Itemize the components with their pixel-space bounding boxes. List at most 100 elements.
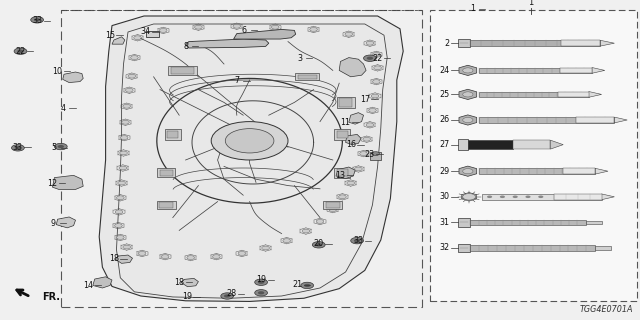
Circle shape <box>123 245 131 249</box>
Polygon shape <box>99 16 403 301</box>
Circle shape <box>463 169 473 174</box>
Bar <box>577 117 614 123</box>
Circle shape <box>302 229 310 233</box>
Polygon shape <box>461 192 477 201</box>
Circle shape <box>187 256 195 260</box>
Bar <box>61 10 422 307</box>
Circle shape <box>115 210 123 214</box>
Text: FR.: FR. <box>42 292 60 302</box>
Bar <box>479 168 595 174</box>
Circle shape <box>221 293 234 299</box>
Polygon shape <box>459 65 477 76</box>
Bar <box>479 92 589 97</box>
Circle shape <box>351 237 364 244</box>
Polygon shape <box>614 117 627 123</box>
Circle shape <box>316 243 322 246</box>
Text: 5: 5 <box>52 143 57 152</box>
Bar <box>470 40 600 46</box>
Circle shape <box>255 290 268 296</box>
Text: 7: 7 <box>234 76 239 85</box>
Polygon shape <box>592 68 605 73</box>
Circle shape <box>310 28 317 31</box>
Circle shape <box>363 137 371 141</box>
Circle shape <box>500 196 505 198</box>
Polygon shape <box>349 113 364 124</box>
Text: TGG4E0701A: TGG4E0701A <box>580 305 634 314</box>
Text: 23: 23 <box>365 150 375 159</box>
Text: 10: 10 <box>52 67 63 76</box>
Circle shape <box>463 194 476 200</box>
Bar <box>323 201 342 209</box>
Circle shape <box>262 246 269 250</box>
Circle shape <box>134 36 141 40</box>
Circle shape <box>354 239 360 242</box>
Circle shape <box>347 181 355 185</box>
Circle shape <box>304 284 310 287</box>
Polygon shape <box>602 194 614 200</box>
Bar <box>563 168 595 174</box>
Circle shape <box>258 291 264 294</box>
Text: 25: 25 <box>440 90 450 99</box>
Circle shape <box>366 41 374 45</box>
Text: 2: 2 <box>445 39 450 48</box>
Circle shape <box>159 28 167 32</box>
Polygon shape <box>63 72 83 83</box>
Polygon shape <box>112 37 125 44</box>
Circle shape <box>115 224 122 228</box>
Text: 12: 12 <box>47 179 58 188</box>
Text: 18: 18 <box>109 254 119 263</box>
Circle shape <box>463 117 473 123</box>
Text: 11: 11 <box>340 118 351 127</box>
Bar <box>165 129 181 140</box>
Polygon shape <box>52 175 83 189</box>
Text: 15: 15 <box>105 31 115 40</box>
Bar <box>554 194 602 200</box>
Text: 30: 30 <box>440 192 450 201</box>
Polygon shape <box>459 166 477 176</box>
Circle shape <box>525 196 531 198</box>
Polygon shape <box>589 92 602 97</box>
Circle shape <box>138 252 146 255</box>
Bar <box>157 168 175 177</box>
Text: 1: 1 <box>470 4 475 13</box>
Bar <box>146 31 159 37</box>
Circle shape <box>463 92 473 97</box>
Text: 8: 8 <box>183 42 188 51</box>
Bar <box>479 68 592 73</box>
Circle shape <box>538 196 543 198</box>
Bar <box>513 140 550 149</box>
Circle shape <box>374 66 381 70</box>
Polygon shape <box>181 278 198 287</box>
Text: 19: 19 <box>256 276 266 284</box>
Circle shape <box>54 143 67 150</box>
Circle shape <box>119 166 127 170</box>
Circle shape <box>367 57 373 60</box>
Circle shape <box>312 242 325 248</box>
Text: 34: 34 <box>141 28 151 36</box>
Text: 16: 16 <box>346 140 356 149</box>
Text: 20: 20 <box>314 239 324 248</box>
Circle shape <box>283 239 291 243</box>
Text: 22: 22 <box>372 54 383 63</box>
Bar <box>157 201 176 209</box>
Circle shape <box>487 196 492 198</box>
Text: 27: 27 <box>440 140 450 149</box>
Circle shape <box>355 167 362 171</box>
Circle shape <box>339 195 346 199</box>
Text: 4: 4 <box>60 104 65 113</box>
Polygon shape <box>595 168 608 174</box>
Bar <box>482 194 602 200</box>
Bar <box>458 139 468 150</box>
Circle shape <box>131 56 138 60</box>
Circle shape <box>118 181 125 185</box>
Bar <box>430 10 637 301</box>
Circle shape <box>31 17 44 23</box>
Bar <box>326 202 340 208</box>
Polygon shape <box>234 29 296 39</box>
Circle shape <box>120 136 128 140</box>
Circle shape <box>12 145 24 151</box>
Bar <box>370 152 381 160</box>
Text: 14: 14 <box>83 281 93 290</box>
Text: 18: 18 <box>174 278 184 287</box>
Circle shape <box>211 122 288 160</box>
